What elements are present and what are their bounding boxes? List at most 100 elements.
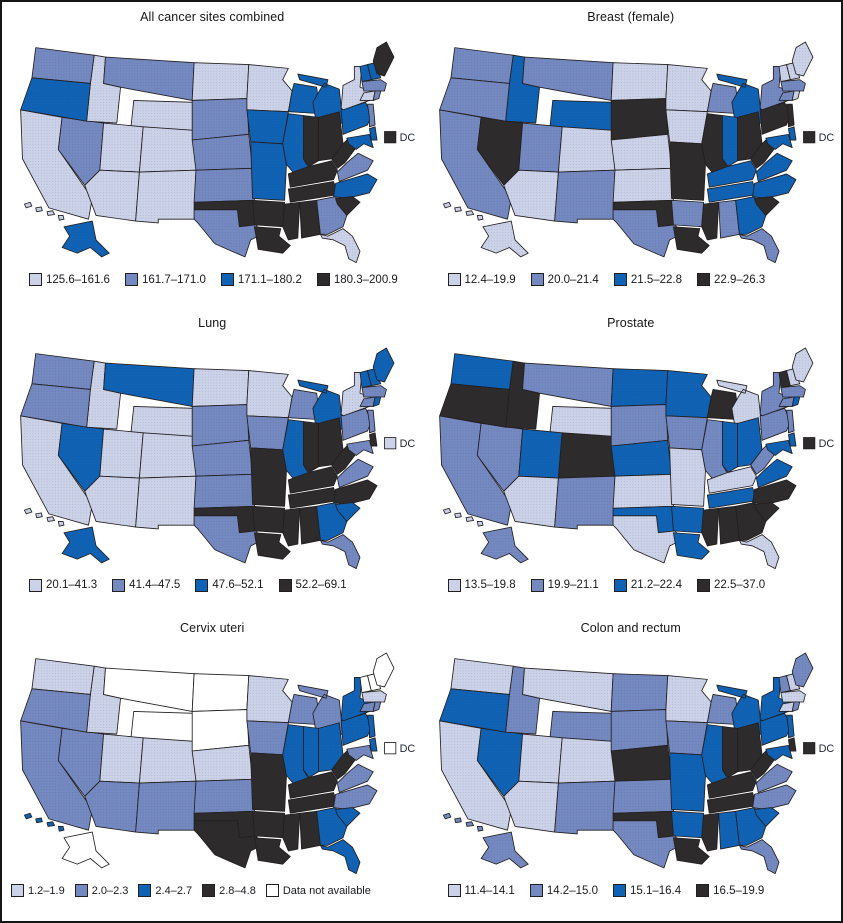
- state-KY: [706, 771, 757, 799]
- state-LA: [254, 226, 291, 254]
- state-NM: [553, 169, 616, 224]
- state-MO: [250, 141, 288, 201]
- legend-label: 21.5–22.8: [630, 273, 683, 286]
- us-choropleth-map: DC: [438, 652, 834, 875]
- state-NC: [333, 479, 378, 505]
- legend-label: 125.6–161.6: [46, 273, 110, 286]
- legend-swatch: [124, 273, 138, 286]
- legend-label: 21.2–22.4: [630, 579, 683, 592]
- state-KS: [193, 167, 256, 203]
- map-title: Cervix uteri: [180, 621, 245, 636]
- dc-marker: [384, 742, 397, 755]
- map-title: Prostate: [607, 315, 655, 330]
- legend-label: 52.2–69.1: [295, 579, 347, 592]
- legend-swatch: [202, 884, 216, 898]
- legend-label: 47.6–52.1: [212, 579, 264, 592]
- state-IN: [721, 726, 738, 779]
- map-title: Breast (female): [587, 10, 675, 24]
- dc-label: DC: [818, 438, 833, 450]
- dc-marker: [802, 131, 816, 144]
- state-WA: [31, 47, 95, 84]
- state-NE: [192, 439, 254, 477]
- state-LA: [254, 531, 291, 560]
- state-ME: [373, 41, 395, 77]
- legend-label: 22.9–26.3: [714, 273, 766, 286]
- legend-swatch: [195, 578, 209, 592]
- legend-swatch: [447, 578, 461, 592]
- us-choropleth-map: DC: [438, 41, 834, 263]
- legend-item: 21.5–22.8: [613, 273, 683, 286]
- state-AK: [61, 220, 110, 258]
- legend-swatch: [530, 273, 544, 286]
- legend-item: 20.0–21.4: [530, 273, 599, 286]
- state-IA: [665, 415, 708, 450]
- state-MO: [250, 752, 288, 813]
- us-choropleth-map: DC: [20, 41, 415, 263]
- state-ND: [610, 673, 668, 713]
- state-UT: [99, 733, 144, 784]
- state-IN: [303, 726, 320, 779]
- us-choropleth-map: DC: [20, 652, 415, 875]
- legend-label: 19.9–21.1: [547, 579, 599, 592]
- state-MO: [668, 141, 706, 201]
- legend-label: 16.5–19.9: [713, 884, 765, 897]
- state-LA: [672, 837, 710, 865]
- legend-label: 161.7–171.0: [141, 273, 206, 286]
- state-LA: [254, 837, 291, 865]
- legend-label: Data not available: [282, 884, 371, 897]
- map-legend: 20.1–41.3 41.4–47.5 47.6–52.1 52.2–69.1: [3, 578, 422, 592]
- legend-label: 11.4–14.1: [464, 884, 515, 897]
- state-KS: [612, 167, 674, 203]
- legend-swatch: [265, 884, 279, 898]
- state-MN: [246, 64, 293, 113]
- map-title: Colon and rectum: [580, 621, 681, 636]
- state-IN: [303, 420, 320, 473]
- state-SD: [610, 709, 668, 752]
- legend-item: 52.2–69.1: [278, 578, 347, 592]
- state-IA: [246, 109, 290, 145]
- state-ND: [610, 62, 668, 101]
- state-ME: [791, 347, 814, 382]
- state-NM: [553, 475, 616, 530]
- legend-swatch: [612, 884, 626, 898]
- legend-label: 20.0–21.4: [547, 273, 599, 286]
- state-AZ: [503, 475, 559, 528]
- state-KS: [193, 779, 256, 814]
- legend-item: 16.5–19.9: [696, 884, 765, 898]
- legend-label: 2.8–4.8: [219, 884, 256, 897]
- state-MO: [668, 752, 706, 813]
- state-MA: [361, 384, 388, 398]
- state-MA: [780, 690, 806, 703]
- dc-label: DC: [818, 132, 833, 144]
- state-AK: [480, 220, 529, 258]
- legend-label: 14.2–15.0: [546, 884, 598, 897]
- legend-item: 11.4–14.1: [447, 884, 515, 898]
- state-MS: [701, 507, 719, 547]
- state-MA: [361, 79, 388, 92]
- state-LA: [672, 226, 710, 254]
- state-AK: [61, 526, 110, 563]
- state-AR: [670, 505, 704, 533]
- state-SC: [753, 196, 780, 216]
- state-MS: [282, 507, 301, 547]
- map-panel-cervix-uteri: Cervix uteri DC 1.2–1.9 2.0–2.3 2.4–2.7 2.8…: [3, 614, 422, 920]
- state-AZ: [503, 781, 559, 833]
- legend-swatch: [529, 884, 543, 898]
- state-MS: [701, 201, 719, 241]
- legend-item: Data not available: [265, 884, 371, 898]
- legend-item: 47.6–52.1: [195, 578, 264, 592]
- map-panel-colon-and-rectum: Colon and rectum DC 11.4–14.1 14.2–15.0 15…: [422, 614, 841, 920]
- legend-item: 41.4–47.5: [112, 578, 180, 592]
- legend-item: 2.0–2.3: [74, 884, 128, 898]
- state-IA: [246, 720, 290, 756]
- state-MA: [780, 384, 806, 398]
- state-CO: [557, 737, 618, 784]
- legend-item: 125.6–161.6: [29, 273, 110, 286]
- state-IA: [665, 720, 708, 756]
- state-TX: [193, 820, 263, 869]
- map-title: All cancer sites combined: [140, 10, 285, 24]
- state-KY: [288, 160, 339, 188]
- state-KS: [612, 473, 674, 509]
- dc-label: DC: [400, 438, 415, 450]
